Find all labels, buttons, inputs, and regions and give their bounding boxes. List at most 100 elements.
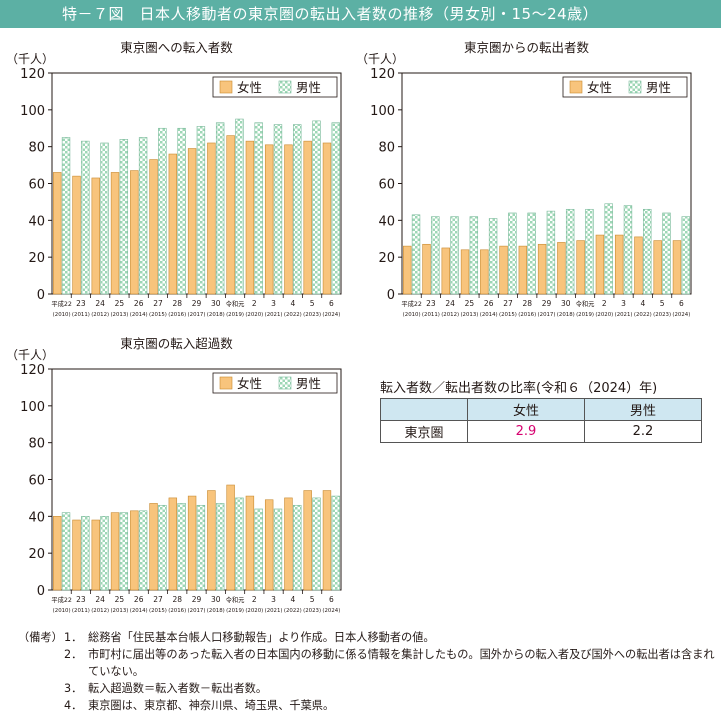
x-tick-sublabel: (2017) [188, 608, 206, 614]
x-tick-sublabel: (2020) [245, 608, 263, 614]
bar-female [168, 153, 178, 295]
y-tick-label: 40 [28, 510, 45, 525]
y-axis-unit-label: （千人） [356, 52, 404, 66]
bar-female [403, 245, 412, 295]
x-tick-sublabel: (2011) [422, 312, 440, 318]
x-tick-label: 23 [76, 299, 86, 308]
y-tick-label: 60 [28, 178, 45, 193]
bar-male [508, 212, 517, 295]
ratio-row-label: 東京圏 [380, 420, 468, 443]
x-tick-label: 29 [192, 595, 202, 604]
x-tick-sublabel: (2011) [72, 608, 90, 614]
x-tick-sublabel: (2016) [518, 312, 536, 318]
bar-female [499, 245, 508, 295]
bar-female [653, 240, 662, 295]
legend-swatch-male [278, 376, 292, 390]
bar-male [196, 126, 206, 295]
legend-label-male: 男性 [296, 80, 321, 95]
ratio-table-header: 女性 男性 [380, 398, 702, 421]
x-tick-sublabel: (2016) [168, 312, 186, 318]
x-tick-sublabel: (2018) [207, 312, 225, 318]
note-text: 市町村に届出等のあった転入者の日本国内の移動に係る情報を集計したもの。国外からの… [88, 648, 715, 678]
bar-male [488, 218, 498, 295]
x-tick-label: 25 [115, 299, 125, 308]
bar-female [207, 490, 216, 591]
legend-swatch-female [219, 376, 233, 390]
x-tick-sublabel: (2013) [110, 312, 128, 318]
bar-male [662, 212, 671, 295]
chart-outflow: 東京圏からの転出者数 （千人） 0 20 40 60 80 100 120 平成22 (2010) 2… [350, 36, 700, 332]
y-tick-label: 60 [378, 178, 395, 193]
plot-area [51, 72, 342, 295]
bar-female [91, 519, 100, 591]
legend-box [212, 76, 338, 98]
bar-male [61, 512, 71, 591]
x-tick-sublabel: (2015) [149, 312, 167, 318]
bar-female [303, 140, 312, 295]
x-tick-sublabel: (2024) [322, 608, 340, 614]
x-tick-sublabel: (2012) [91, 608, 109, 614]
note-number: 4． [64, 699, 83, 712]
bar-female [110, 172, 120, 295]
chart-svg: 東京圏の転入超過数（千人）020406080100120平成22(2010)23… [6, 336, 350, 615]
x-tick-sublabel: (2017) [538, 312, 556, 318]
x-tick-sublabel: (2010) [53, 312, 71, 318]
y-tick-label: 120 [370, 67, 395, 82]
bar-male [623, 205, 633, 295]
x-tick-sublabel: (2022) [284, 608, 302, 614]
y-tick-label: 80 [28, 141, 45, 156]
x-tick-label: 6 [329, 595, 334, 604]
y-tick-label: 0 [37, 288, 45, 303]
x-tick-label: 5 [310, 595, 315, 604]
y-axis-unit-label: （千人） [6, 52, 54, 66]
y-tick-label: 0 [37, 584, 45, 599]
bar-female [53, 516, 62, 591]
bar-female [110, 512, 120, 591]
x-tick-sublabel: (2012) [441, 312, 459, 318]
x-tick-sublabel: (2023) [303, 312, 321, 318]
bar-male [450, 216, 459, 295]
bar-male [138, 137, 148, 295]
notes-label: （備考） [18, 631, 63, 644]
x-tick-label: 29 [542, 299, 552, 308]
bar-male [196, 504, 206, 591]
bar-male [565, 208, 575, 295]
x-tick-sublabel: (2024) [322, 312, 340, 318]
x-tick-label: 3 [621, 299, 626, 308]
bar-male [254, 122, 263, 295]
x-tick-label: 2 [602, 299, 607, 308]
ratio-male-value: 2.2 [584, 420, 702, 443]
bar-male [119, 139, 129, 295]
x-tick-label: 26 [484, 299, 494, 308]
bar-female [168, 497, 178, 591]
x-tick-label: 令和元 [226, 595, 246, 604]
y-tick-label: 20 [28, 251, 45, 266]
bar-male [273, 124, 283, 295]
chart-title: 東京圏からの転出者数 [464, 40, 590, 55]
y-tick-label: 80 [378, 141, 395, 156]
x-tick-label: 3 [271, 299, 276, 308]
ratio-header-blank [380, 398, 468, 421]
y-axis-unit-label: （千人） [6, 348, 54, 362]
x-tick-label: 2 [252, 299, 257, 308]
bar-male [138, 510, 148, 591]
note-text: 東京圏は、東京都、神奈川県、埼玉県、千葉県。 [88, 699, 335, 712]
x-tick-sublabel: (2020) [245, 312, 263, 318]
bar-male [158, 127, 167, 295]
x-tick-label: 23 [76, 595, 86, 604]
x-tick-label: 平成22 [51, 595, 72, 604]
x-tick-label: 28 [172, 595, 182, 604]
notes: （備考） 1． 総務省「住民基本台帳人口移動報告」より作成。日本人移動者の値。 … [18, 629, 718, 714]
y-tick-label: 20 [378, 251, 395, 266]
bar-female [264, 499, 274, 591]
y-tick-label: 120 [20, 67, 45, 82]
legend-box [212, 372, 338, 394]
ratio-table: 女性 男性 東京圏 2.9 2.2 [380, 398, 702, 443]
bar-female [595, 234, 605, 295]
bar-female [187, 495, 197, 591]
legend-label-female: 女性 [237, 80, 262, 95]
x-tick-sublabel: (2020) [595, 312, 613, 318]
x-tick-label: 4 [290, 299, 295, 308]
x-tick-label: 24 [95, 595, 105, 604]
bar-male [546, 210, 556, 295]
